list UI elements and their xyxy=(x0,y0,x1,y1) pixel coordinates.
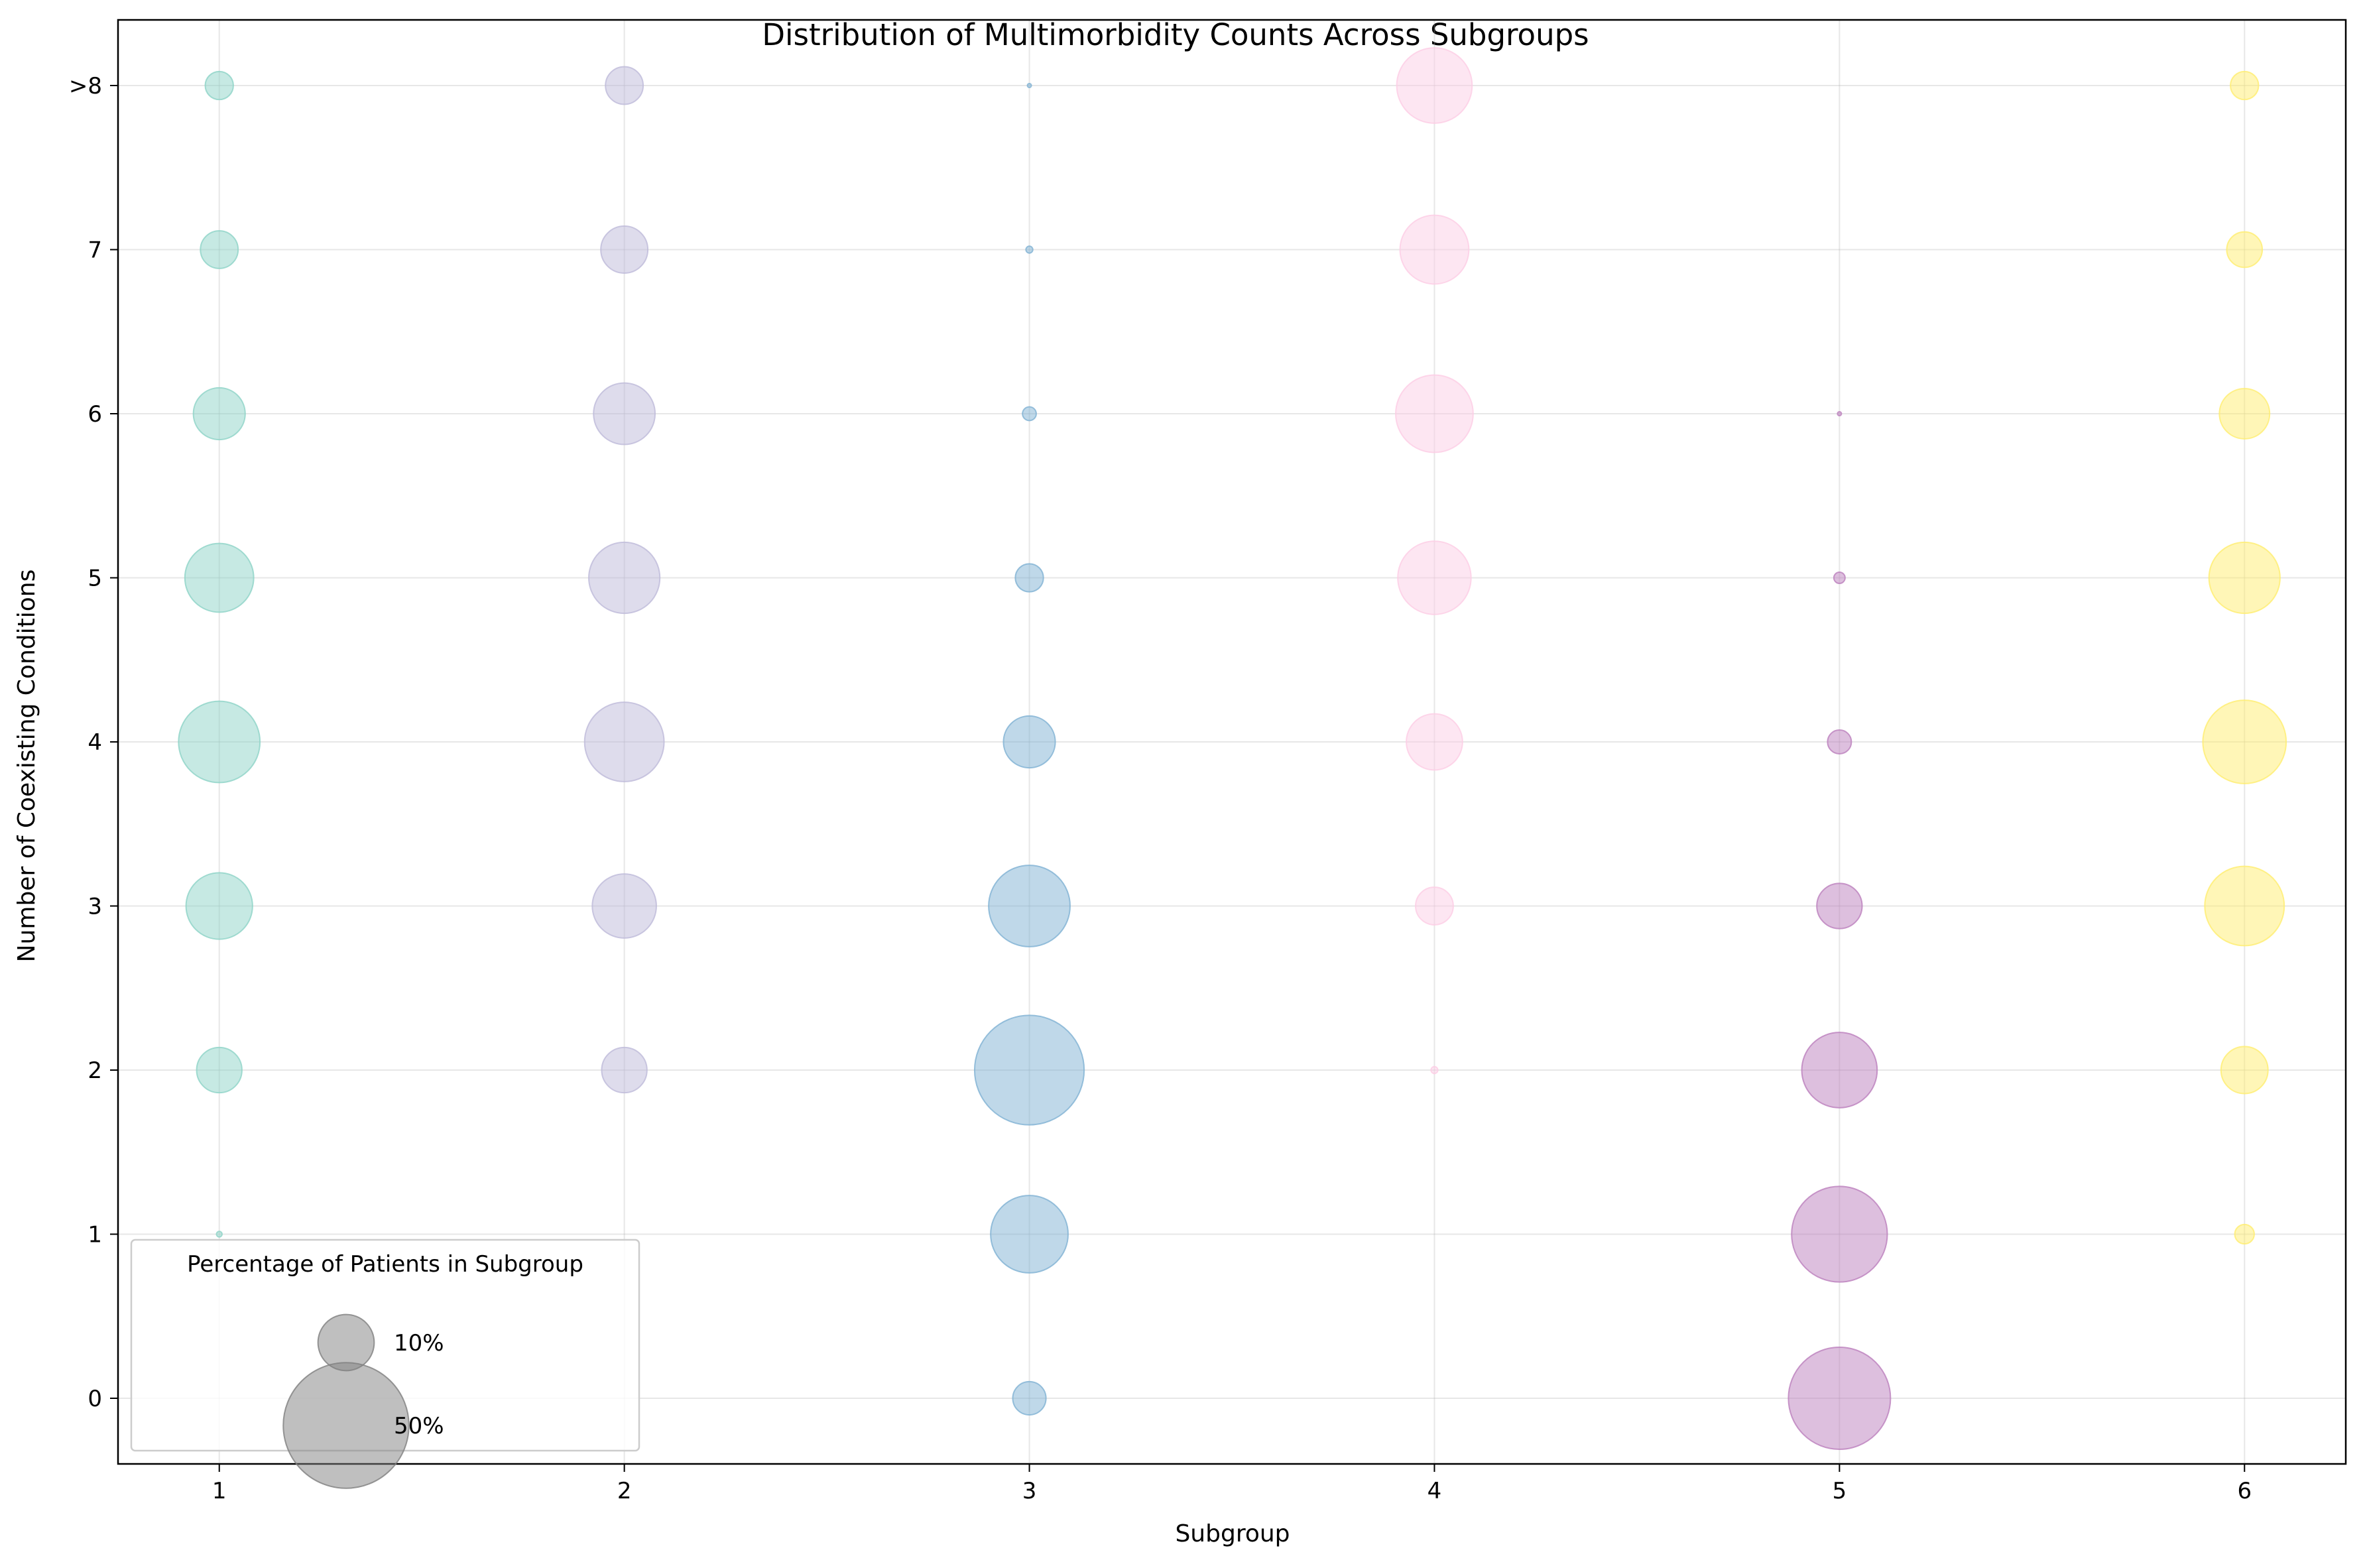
y-axis: 0 1 2 3 4 5 6 7 >8 xyxy=(69,73,118,1412)
x-axis: 1 2 3 4 5 6 xyxy=(212,1464,2252,1504)
legend-title: Percentage of Patients in Subgroup xyxy=(187,1251,583,1278)
x-tick-label: 4 xyxy=(1427,1478,1442,1504)
x-tick-label: 2 xyxy=(617,1478,632,1504)
y-tick-label: 2 xyxy=(88,1057,102,1084)
legend-entry-label: 50% xyxy=(394,1413,444,1439)
bubble-subgroup-2-count-5 xyxy=(588,541,661,615)
bubble-subgroup-1-count-2 xyxy=(196,1046,243,1094)
bubble-subgroup-5-count-3 xyxy=(1816,882,1863,930)
bubble-subgroup-6-count-4 xyxy=(2202,699,2287,784)
x-axis-label: Subgroup xyxy=(1175,1520,1290,1547)
bubble-subgroup-4-count-4 xyxy=(1406,713,1463,771)
y-tick-label: 0 xyxy=(88,1386,102,1412)
bubble-subgroup-2-count-7 xyxy=(600,225,649,274)
y-tick-label: 5 xyxy=(88,566,102,592)
bubbles xyxy=(178,47,2287,1450)
y-tick-label: 3 xyxy=(88,894,102,920)
bubble-subgroup-3-count-8 xyxy=(1026,83,1032,88)
bubble-subgroup-3-count-2 xyxy=(973,1014,1085,1126)
bubble-subgroup-4-count-6 xyxy=(1395,374,1474,453)
y-axis-label: Number of Coexisting Conditions xyxy=(13,570,40,963)
y-tick-label: 7 xyxy=(88,237,102,264)
bubble-subgroup-3-count-3 xyxy=(988,865,1071,947)
bubble-subgroup-6-count-1 xyxy=(2234,1223,2255,1245)
bubble-subgroup-6-count-7 xyxy=(2226,231,2264,269)
bubble-subgroup-4-count-3 xyxy=(1415,886,1454,926)
bubble-subgroup-6-count-8 xyxy=(2230,70,2260,101)
grid xyxy=(118,20,2346,1464)
bubble-subgroup-2-count-6 xyxy=(593,382,656,446)
bubble-subgroup-6-count-5 xyxy=(2208,541,2281,615)
bubble-subgroup-1-count-3 xyxy=(185,872,253,940)
bubble-subgroup-2-count-2 xyxy=(601,1046,648,1094)
y-tick-label: >8 xyxy=(69,73,102,99)
chart-title: Distribution of Multimorbidity Counts Ac… xyxy=(762,17,1589,52)
legend-size-marker xyxy=(282,1362,410,1489)
bubble-subgroup-5-count-6 xyxy=(1837,411,1843,416)
x-tick-label: 6 xyxy=(2237,1478,2252,1504)
bubble-subgroup-6-count-2 xyxy=(2220,1046,2269,1095)
bubble-subgroup-3-count-6 xyxy=(1022,406,1037,422)
bubble-subgroup-6-count-6 xyxy=(2218,388,2271,440)
x-tick-label: 5 xyxy=(1833,1478,1847,1504)
bubble-subgroup-5-count-1 xyxy=(1791,1185,1888,1283)
y-tick-label: 6 xyxy=(88,401,102,428)
bubble-subgroup-1-count-7 xyxy=(200,230,239,269)
size-legend: Percentage of Patients in Subgroup 10% 50… xyxy=(130,1238,640,1489)
y-tick-label: 1 xyxy=(88,1222,102,1248)
bubble-subgroup-5-count-2 xyxy=(1801,1032,1878,1109)
bubble-subgroup-2-count-4 xyxy=(583,701,665,782)
bubble-subgroup-4-count-8 xyxy=(1396,47,1473,124)
bubble-subgroup-5-count-0 xyxy=(1788,1347,1892,1450)
bubble-subgroup-5-count-4 xyxy=(1827,729,1852,754)
legend-entry-label: 10% xyxy=(394,1330,444,1357)
bubble-subgroup-1-count-1 xyxy=(215,1231,223,1238)
bubble-subgroup-3-count-5 xyxy=(1014,563,1044,593)
x-tick-label: 3 xyxy=(1022,1478,1037,1504)
bubble-subgroup-4-count-7 xyxy=(1399,214,1470,285)
y-tick-label: 4 xyxy=(88,729,102,756)
bubble-subgroup-2-count-3 xyxy=(591,873,657,939)
bubble-subgroup-1-count-6 xyxy=(192,387,246,441)
bubble-subgroup-2-count-8 xyxy=(605,66,644,105)
bubble-subgroup-5-count-5 xyxy=(1833,572,1846,584)
bubble-subgroup-1-count-4 xyxy=(178,700,261,784)
bubble-subgroup-4-count-2 xyxy=(1430,1065,1439,1075)
bubble-subgroup-3-count-7 xyxy=(1025,245,1034,254)
bubble-subgroup-3-count-4 xyxy=(1002,715,1056,769)
bubble-subgroup-6-count-3 xyxy=(2204,865,2285,947)
x-tick-label: 1 xyxy=(212,1478,227,1504)
bubble-subgroup-3-count-1 xyxy=(990,1195,1069,1274)
bubble-subgroup-3-count-0 xyxy=(1012,1380,1047,1416)
bubble-subgroup-4-count-5 xyxy=(1397,540,1472,615)
bubble-subgroup-1-count-5 xyxy=(184,542,255,613)
bubble-subgroup-1-count-8 xyxy=(204,70,234,101)
